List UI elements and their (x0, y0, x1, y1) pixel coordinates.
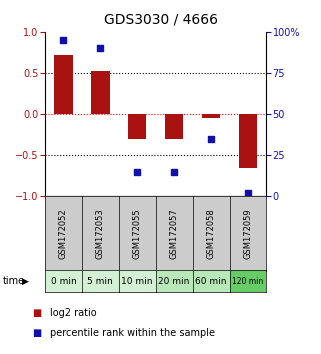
Text: 20 min: 20 min (159, 276, 190, 286)
Point (135, 169, 140, 175)
Text: ▶: ▶ (22, 277, 29, 286)
Text: 0 min: 0 min (50, 276, 76, 286)
Text: GSM172057: GSM172057 (169, 208, 179, 259)
Point (61, 37, 66, 43)
Bar (54, 55, 73, 114)
Point (245, 190, 250, 196)
Text: ■: ■ (32, 308, 41, 318)
Text: GSM172052: GSM172052 (59, 208, 68, 259)
Text: GSM172055: GSM172055 (133, 208, 142, 259)
Bar (239, 114, 257, 168)
Text: GSM172053: GSM172053 (96, 208, 105, 259)
Point (98, 46, 103, 51)
Point (171, 169, 177, 175)
Text: 60 min: 60 min (195, 276, 227, 286)
Text: 10 min: 10 min (121, 276, 153, 286)
Bar (91, 72, 109, 114)
Bar (202, 114, 220, 118)
Text: 5 min: 5 min (87, 276, 113, 286)
Text: ■: ■ (32, 328, 41, 338)
Point (209, 136, 214, 142)
Bar (165, 114, 183, 139)
Text: 120 min: 120 min (232, 276, 264, 286)
Text: percentile rank within the sample: percentile rank within the sample (50, 328, 215, 338)
Text: log2 ratio: log2 ratio (50, 308, 96, 318)
Bar (128, 114, 146, 139)
Text: GSM172059: GSM172059 (243, 208, 253, 259)
Text: GDS3030 / 4666: GDS3030 / 4666 (103, 12, 218, 27)
Text: GSM172058: GSM172058 (206, 208, 216, 259)
Text: time: time (3, 276, 25, 286)
